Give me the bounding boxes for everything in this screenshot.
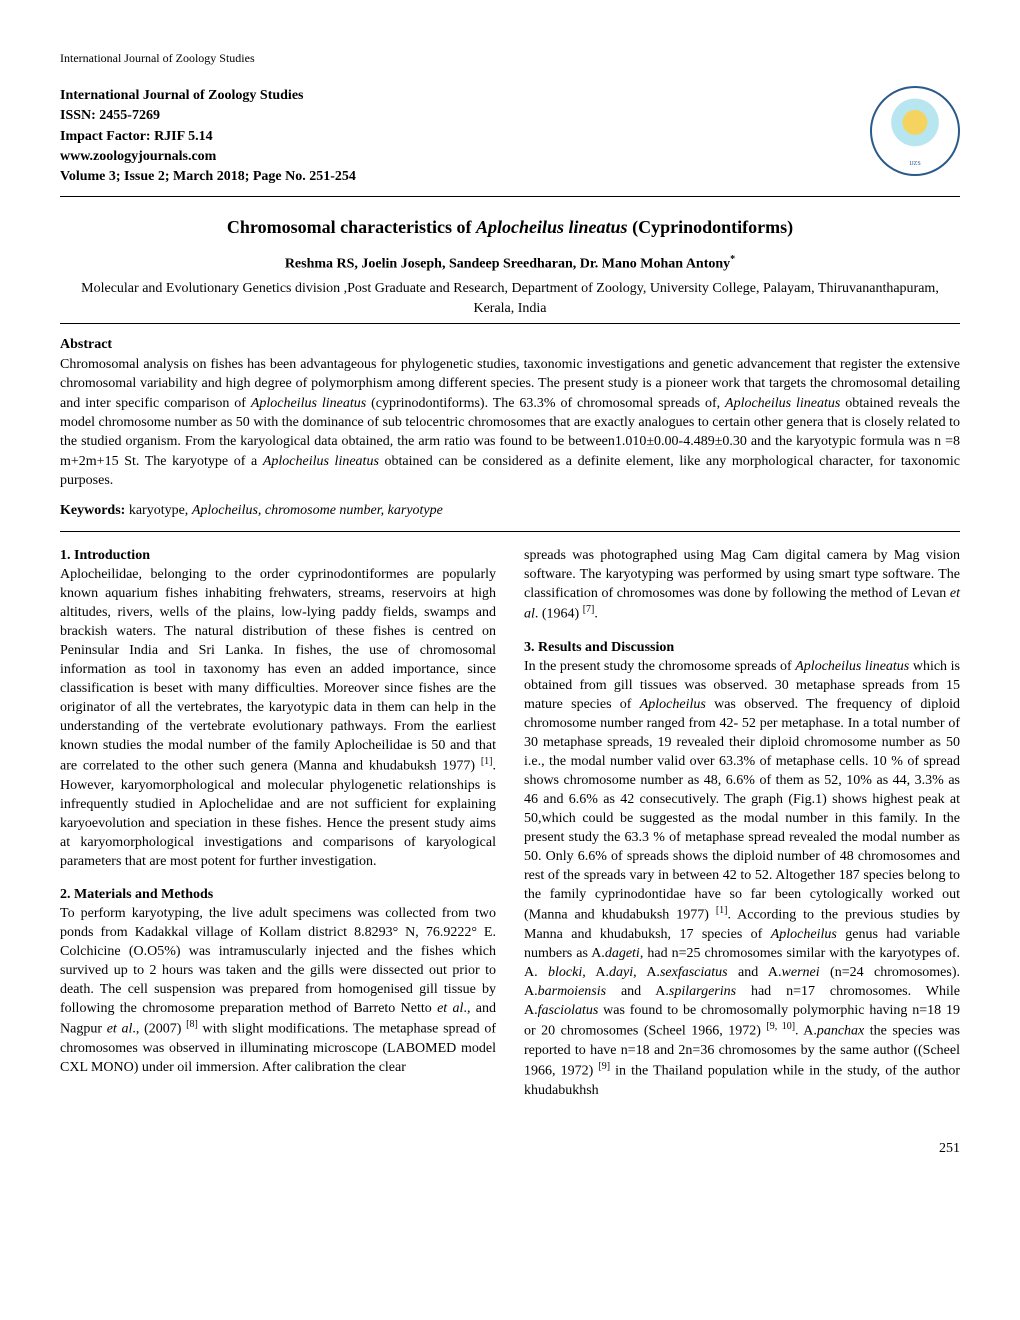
italic-text: Aplocheilus xyxy=(771,927,837,942)
journal-header: International Journal of Zoology Studies… xyxy=(60,86,960,187)
abstract-text: Chromosomal analysis on fishes has been … xyxy=(60,355,960,490)
italic-text: spilargerins xyxy=(669,984,736,999)
italic-text: sexfasciatus xyxy=(660,965,728,980)
column-right: spreads was photographed using Mag Cam d… xyxy=(524,546,960,1100)
ref-superscript: [7] xyxy=(583,604,595,615)
italic-text: fasciolatus xyxy=(538,1003,599,1018)
abstract-italic: Aplocheilus lineatus xyxy=(251,396,366,411)
italic-text: blocki xyxy=(548,965,582,980)
italic-text: wernei xyxy=(782,965,820,980)
keywords-line: Keywords: karyotype, Aplocheilus, chromo… xyxy=(60,502,960,521)
column-left: 1. Introduction Aplocheilidae, belonging… xyxy=(60,546,496,1100)
ref-superscript: [9] xyxy=(598,1061,610,1072)
divider xyxy=(60,196,960,197)
authors: Reshma RS, Joelin Joseph, Sandeep Sreedh… xyxy=(60,253,960,275)
journal-volume: Volume 3; Issue 2; March 2018; Page No. … xyxy=(60,167,356,187)
journal-logo-icon xyxy=(870,86,960,176)
journal-url: www.zoologyjournals.com xyxy=(60,147,356,167)
section-2-body-cont: spreads was photographed using Mag Cam d… xyxy=(524,548,960,601)
italic-text: Aplocheilus xyxy=(640,697,706,712)
abstract-heading: Abstract xyxy=(60,336,960,355)
article-title: Chromosomal characteristics of Aplocheil… xyxy=(60,215,960,239)
section-3-body: , A. xyxy=(582,965,609,980)
section-3-body: and A. xyxy=(728,965,782,980)
title-prefix: Chromosomal characteristics of xyxy=(227,217,476,237)
journal-info-block: International Journal of Zoology Studies… xyxy=(60,86,356,187)
author-names: Reshma RS, Joelin Joseph, Sandeep Sreedh… xyxy=(285,257,730,272)
keywords-plain: karyotype, xyxy=(129,503,192,518)
section-2-body: ., (2007) xyxy=(132,1022,186,1037)
keywords-label: Keywords: xyxy=(60,503,129,518)
journal-issn: ISSN: 2455-7269 xyxy=(60,106,356,126)
italic-text: et al xyxy=(437,1001,463,1016)
section-3-body: was observed. The frequency of diploid c… xyxy=(524,697,960,923)
author-superscript: * xyxy=(730,254,735,265)
title-suffix: (Cyprinodontiforms) xyxy=(628,217,794,237)
abstract-text-part: (cyprinodontiforms). The 63.3% of chromo… xyxy=(366,396,725,411)
italic-text: et al xyxy=(107,1022,133,1037)
page-number: 251 xyxy=(60,1140,960,1159)
divider xyxy=(60,323,960,324)
journal-impact: Impact Factor: RJIF 5.14 xyxy=(60,127,356,147)
divider xyxy=(60,531,960,532)
section-2-body-cont: . xyxy=(594,607,598,622)
section-3-heading: 3. Results and Discussion xyxy=(524,638,960,657)
italic-text: barmoiensis xyxy=(538,984,606,999)
section-3-body: In the present study the chromosome spre… xyxy=(524,659,795,674)
affiliation: Molecular and Evolutionary Genetics divi… xyxy=(60,279,960,320)
journal-name: International Journal of Zoology Studies xyxy=(60,86,356,106)
section-1-body: . However, karyomorphological and molecu… xyxy=(60,759,496,869)
section-2-body: To perform karyotyping, the live adult s… xyxy=(60,906,496,1016)
abstract-block: Abstract Chromosomal analysis on fishes … xyxy=(60,336,960,490)
abstract-italic: Aplocheilus lineatus xyxy=(263,454,379,469)
italic-text: Aplocheilus lineatus xyxy=(795,659,909,674)
section-3-body: , A. xyxy=(633,965,660,980)
abstract-italic: Aplocheilus lineatus xyxy=(725,396,840,411)
italic-text: dayi xyxy=(609,965,633,980)
title-species: Aplocheilus lineatus xyxy=(476,217,628,237)
ref-superscript: [8] xyxy=(186,1019,198,1030)
section-2-body-cont: . (1964) xyxy=(535,607,583,622)
section-3-body: and A. xyxy=(606,984,669,999)
running-header: International Journal of Zoology Studies xyxy=(60,50,960,66)
ref-superscript: [1] xyxy=(716,905,728,916)
keywords-italic: Aplocheilus, chromosome number, karyotyp… xyxy=(192,503,443,518)
section-1-body: Aplocheilidae, belonging to the order cy… xyxy=(60,567,496,774)
section-3-body: . A. xyxy=(795,1024,817,1039)
ref-superscript: [9, 10] xyxy=(766,1021,795,1032)
section-1-heading: 1. Introduction xyxy=(60,546,496,565)
two-column-body: 1. Introduction Aplocheilidae, belonging… xyxy=(60,546,960,1100)
section-2-heading: 2. Materials and Methods xyxy=(60,885,496,904)
italic-text: dageti xyxy=(605,946,640,961)
ref-superscript: [1] xyxy=(481,756,493,767)
italic-text: panchax xyxy=(817,1024,864,1039)
